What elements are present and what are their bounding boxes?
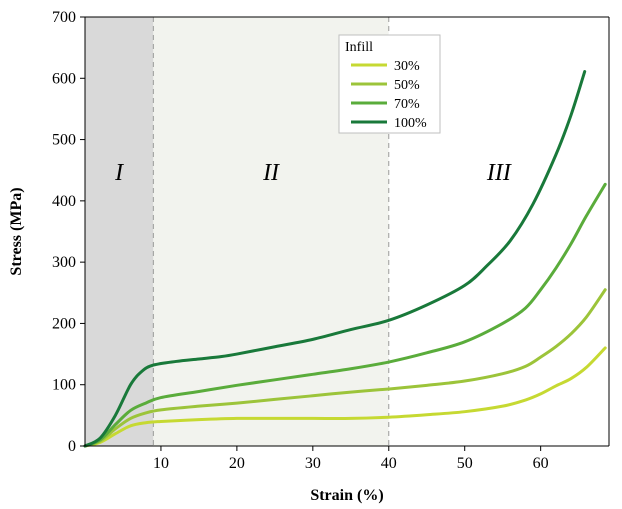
y-tick-label: 600	[52, 70, 76, 87]
x-tick-label: 30	[305, 455, 321, 472]
series-line-30pct	[83, 346, 607, 448]
legend-label: 100%	[394, 116, 427, 131]
legend-label: 30%	[394, 59, 420, 74]
x-tick-label: 50	[457, 455, 473, 472]
legend-label: 50%	[394, 78, 420, 93]
x-tick-label: 60	[533, 455, 549, 472]
y-tick-label: 500	[52, 132, 76, 149]
x-tick-label: 20	[229, 455, 245, 472]
y-tick-label: 400	[52, 193, 76, 210]
y-tick-label: 100	[52, 377, 76, 394]
y-tick-label: 200	[52, 315, 76, 332]
series-line-50pct	[83, 288, 607, 448]
series-lines	[83, 70, 607, 448]
series-line-100pct	[83, 70, 587, 448]
legend-items: 30% 50% 70% 100%	[351, 59, 427, 131]
y-tick-label: 300	[52, 254, 76, 271]
region-label-I: I	[114, 160, 124, 186]
region-I-band	[85, 17, 154, 446]
series-line-70pct	[83, 182, 607, 448]
y-axis-title: Stress (MPa)	[8, 187, 25, 275]
axes	[84, 16, 610, 447]
x-axis-title: Strain (%)	[310, 487, 383, 504]
legend-label: 70%	[394, 97, 420, 112]
legend: Infill 30% 50% 70% 100%	[338, 34, 441, 134]
legend-title: Infill	[345, 40, 373, 55]
x-axis-ticks: 10 20 30 40 50 60	[153, 446, 549, 472]
x-tick-label: 10	[153, 455, 169, 472]
y-axis-ticks: 0 100 200 300 400 500 600 700	[52, 9, 85, 455]
region-label-III: III	[486, 160, 512, 186]
region-labels: I II III	[114, 160, 512, 186]
y-tick-label: 700	[52, 9, 76, 26]
region-label-II: II	[262, 160, 280, 186]
y-tick-label: 0	[68, 438, 76, 455]
x-tick-label: 40	[381, 455, 397, 472]
